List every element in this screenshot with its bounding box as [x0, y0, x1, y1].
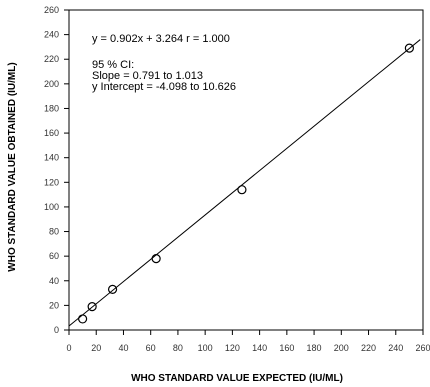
x-tick-label: 140	[252, 343, 267, 353]
x-tick-label: 220	[361, 343, 376, 353]
y-axis-title: WHO STANDARD VALUE OBTAINED (IU/ML)	[7, 62, 18, 271]
y-tick-label: 160	[44, 128, 59, 138]
x-axis: 0 20 40 60 80 100 120 140 160 180 200 220 240 260	[66, 330, 430, 353]
data-point	[87, 302, 97, 312]
data-points	[78, 43, 414, 324]
data-point	[151, 254, 161, 264]
x-tick-label: 240	[388, 343, 403, 353]
plot-frame	[68, 9, 424, 331]
annotation-text: y = 0.902x + 3.264 r = 1.000	[92, 33, 230, 45]
regression-line	[68, 39, 421, 327]
x-tick-label: 260	[415, 343, 430, 353]
y-tick-label: 260	[44, 5, 59, 15]
y-tick-label: 60	[49, 251, 59, 261]
annotation-text: y Intercept = -4.098 to 10.626	[92, 81, 236, 93]
x-tick-label: 160	[279, 343, 294, 353]
data-point	[404, 43, 414, 53]
x-axis-title: WHO STANDARD VALUE EXPECTED (IU/ML)	[131, 373, 343, 384]
y-axis: 0 20 40 60 80 100 120 140 160 180 200 220 240 260	[44, 5, 69, 335]
x-tick-label: 0	[66, 343, 71, 353]
y-tick-label: 20	[49, 300, 59, 310]
x-tick-label: 180	[307, 343, 322, 353]
y-tick-label: 100	[44, 202, 59, 212]
data-point	[107, 284, 118, 294]
plot-area: 0 20 40 60 80 100 120 140 160 180 200 220 240 260 0 20…	[44, 5, 430, 353]
x-tick-label: 120	[225, 343, 240, 353]
annotations: y = 0.902x + 3.264 r = 1.000 95 % CI:Slop…	[92, 33, 236, 93]
y-tick-label: 80	[49, 227, 59, 237]
y-tick-label: 240	[44, 30, 59, 40]
x-tick-label: 20	[91, 343, 101, 353]
annotation-text: 95 % CI:	[92, 59, 134, 71]
data-point	[78, 314, 88, 324]
x-tick-label: 100	[198, 343, 213, 353]
y-tick-label: 0	[54, 325, 59, 335]
x-tick-label: 60	[146, 343, 156, 353]
y-tick-label: 40	[49, 276, 59, 286]
x-tick-label: 80	[173, 343, 183, 353]
y-tick-label: 200	[44, 79, 59, 89]
y-tick-label: 140	[44, 153, 59, 163]
data-point	[237, 185, 247, 195]
x-tick-label: 40	[118, 343, 128, 353]
y-tick-label: 180	[44, 103, 59, 113]
y-tick-label: 220	[44, 54, 59, 64]
y-tick-label: 120	[44, 177, 59, 187]
x-tick-label: 200	[334, 343, 349, 353]
annotation-text: Slope = 0.791 to 1.013	[92, 70, 203, 82]
